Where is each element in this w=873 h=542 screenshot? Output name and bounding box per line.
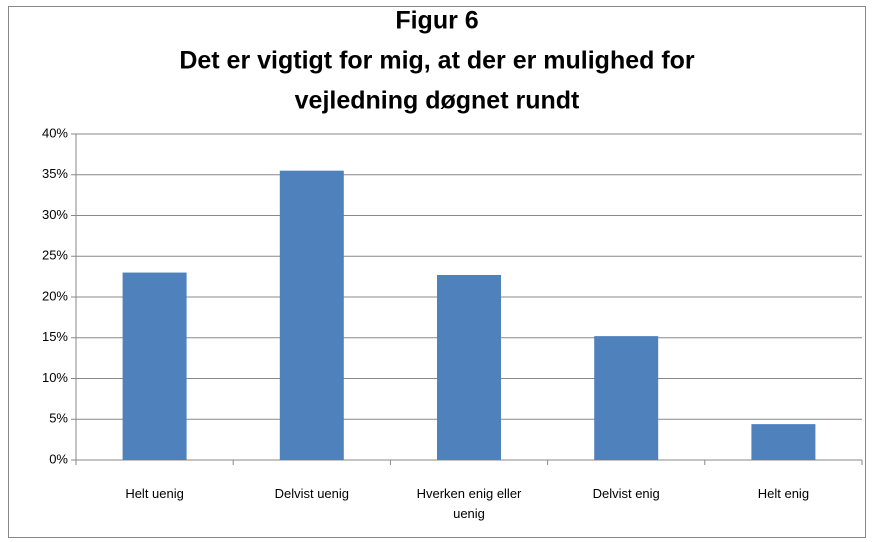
x-tick-label: Hverken enig eller uenig [416, 486, 522, 521]
bar [594, 336, 659, 460]
x-tick-label: Helt enig [757, 486, 810, 501]
x-tick-label: Delvist uenig [274, 486, 350, 501]
y-tick-label: 25% [42, 248, 68, 263]
y-tick-label: 15% [42, 329, 68, 344]
chart-title: Figur 6 [395, 7, 478, 35]
y-tick-label: 35% [42, 166, 68, 181]
x-tick-label: Delvist enig [592, 486, 660, 501]
bar [437, 274, 501, 460]
bar [751, 424, 816, 460]
y-tick-label: 10% [42, 370, 68, 385]
y-tick-label: 30% [42, 207, 68, 222]
y-tick-label: 0% [49, 451, 68, 466]
y-tick-label: 40% [42, 125, 68, 140]
x-tick-label: Helt uenig [125, 486, 184, 501]
chart-title: Det er vigtigt for mig, at der er muligh… [179, 47, 695, 75]
bar [122, 272, 187, 460]
chart-title: vejledning døgnet rundt [295, 87, 580, 115]
bar [279, 170, 344, 461]
y-tick-label: 20% [42, 288, 68, 303]
y-tick-label: 5% [49, 411, 68, 426]
